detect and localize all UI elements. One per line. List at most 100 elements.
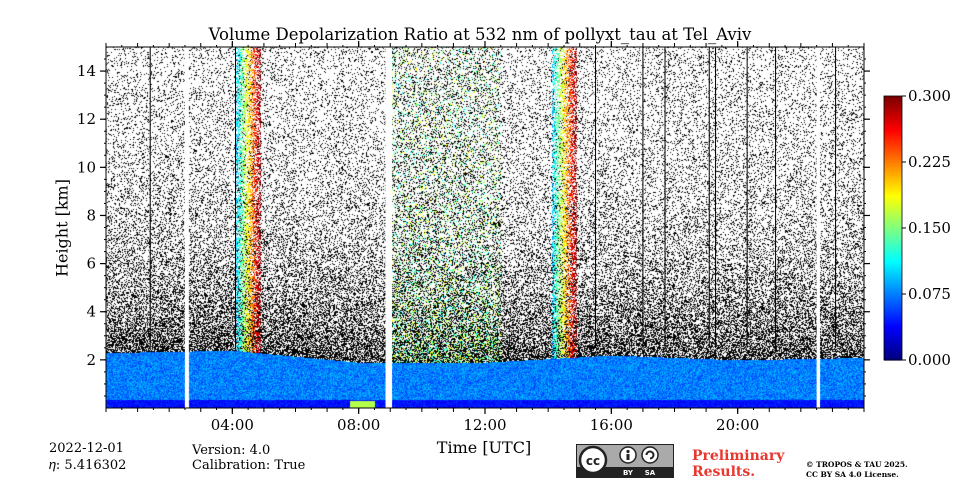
colorbar-segment: [884, 100, 902, 104]
colorbar-segment: [884, 355, 902, 359]
colorbar-segment: [884, 311, 902, 315]
calibration-label: Calibration: True: [192, 458, 306, 473]
colorbar-segment: [884, 107, 902, 110]
colorbar-segment: [884, 349, 902, 352]
colorbar-segment: [884, 263, 902, 266]
colorbar-segment: [884, 300, 902, 304]
colorbar-segment: [884, 111, 902, 115]
colorbar-segment: [884, 190, 902, 194]
copyright-notice: © TROPOS & TAU 2025. CC BY SA 4.0 Licens…: [806, 460, 908, 480]
colorbar-segment: [884, 342, 902, 346]
colorbar-segment: [884, 120, 902, 123]
colorbar-segment: [884, 135, 902, 139]
x-tick-label: 08:00: [337, 416, 380, 434]
colorbar-segment: [884, 287, 902, 291]
version-label: Version: 4.0: [192, 443, 271, 458]
y-tick-label: 14: [77, 62, 96, 80]
colorbar-segment: [884, 173, 902, 176]
colorbar-segment: [884, 197, 902, 200]
preliminary-line-1: Preliminary: [692, 448, 785, 464]
colorbar-segment: [884, 289, 902, 293]
colorbar-segment: [884, 272, 902, 275]
colorbar-segment: [884, 230, 902, 233]
colorbar-segment: [884, 148, 902, 152]
colorbar-segment: [884, 234, 902, 238]
y-tick-label: 2: [86, 351, 96, 369]
colorbar-segment: [884, 313, 902, 317]
colorbar-segment: [884, 252, 902, 255]
colorbar-segment: [884, 265, 902, 269]
colorbar-segment: [884, 278, 902, 282]
colorbar-segment: [884, 140, 902, 143]
colorbar-segment: [884, 331, 902, 335]
colorbar-segment: [884, 276, 902, 280]
colorbar-segment: [884, 146, 902, 150]
colorbar-segment: [884, 203, 902, 207]
colorbar-segment: [884, 102, 902, 106]
y-tick-label: 8: [86, 206, 96, 224]
colorbar-segment: [884, 344, 902, 348]
colorbar-segment: [884, 228, 902, 231]
y-axis: 2 4 6 8 10 12 14: [77, 58, 870, 397]
colorbar-tick-label: 0.225: [908, 153, 951, 171]
x-tick-label: 04:00: [211, 416, 254, 434]
colorbar-segment: [884, 338, 902, 341]
colorbar-segment: [884, 159, 902, 163]
colorbar-segment: [884, 131, 902, 134]
colorbar-segment: [884, 318, 902, 321]
cc-license-badge: cc BY SA: [576, 444, 674, 478]
colorbar-segment: [884, 153, 902, 156]
data-gap-bar: [385, 47, 392, 408]
colorbar-tick-label: 0.075: [908, 285, 951, 303]
colorbar-segment: [884, 170, 902, 174]
colorbar: 0.000 0.075 0.150 0.225 0.300: [883, 87, 951, 369]
colorbar-segment: [884, 291, 902, 295]
date-label: 2022-12-01: [49, 441, 124, 456]
copyright-line-2: CC BY SA 4.0 License.: [806, 470, 899, 479]
colorbar-segment: [884, 261, 902, 264]
colorbar-segment: [884, 247, 902, 251]
colorbar-segment: [884, 184, 902, 187]
colorbar-segment: [884, 346, 902, 350]
colorbar-segment: [884, 280, 902, 284]
colorbar-segment: [884, 109, 902, 112]
colorbar-segment: [884, 212, 902, 216]
colorbar-segment: [884, 324, 902, 328]
colorbar-segment: [884, 118, 902, 121]
colorbar-segment: [884, 267, 902, 271]
colorbar-segment: [884, 316, 902, 319]
colorbar-segment: [884, 129, 902, 132]
colorbar-segment: [884, 223, 902, 227]
y-tick-label: 10: [77, 158, 96, 176]
colorbar-segment: [884, 155, 902, 159]
colorbar-segment: [884, 351, 902, 354]
colorbar-segment: [884, 179, 902, 183]
colorbar-segment: [884, 192, 902, 196]
colorbar-segment: [884, 221, 902, 225]
colorbar-segment: [884, 357, 902, 361]
colorbar-segment: [884, 113, 902, 117]
colorbar-segment: [884, 283, 902, 286]
colorbar-segment: [884, 133, 902, 137]
colorbar-tick-label: 0.150: [908, 219, 951, 237]
colorbar-segment: [884, 285, 902, 288]
colorbar-segment: [884, 201, 902, 205]
colorbar-segment: [884, 126, 902, 130]
colorbar-segment: [884, 294, 902, 297]
colorbar-tick-label: 0.300: [908, 87, 951, 105]
colorbar-segment: [884, 245, 902, 249]
colorbar-segment: [884, 236, 902, 240]
y-tick-label: 4: [86, 303, 96, 321]
colorbar-segment: [884, 188, 902, 192]
x-tick-label: 12:00: [463, 416, 506, 434]
colorbar-segment: [884, 175, 902, 178]
colorbar-segment: [884, 298, 902, 302]
colorbar-segment: [884, 239, 902, 242]
colorbar-segment: [884, 335, 902, 339]
colorbar-segment: [884, 98, 902, 101]
colorbar-segment: [884, 256, 902, 260]
colorbar-segment: [884, 162, 902, 165]
colorbar-segment: [884, 225, 902, 229]
colorbar-segment: [884, 210, 902, 214]
